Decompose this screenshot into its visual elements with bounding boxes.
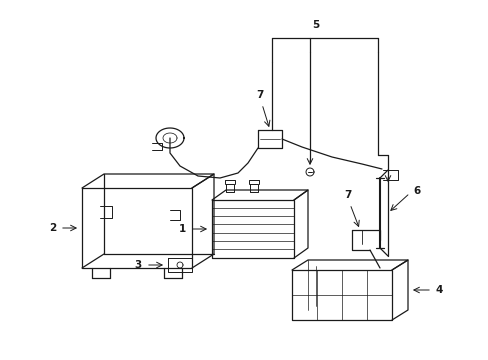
Text: 5: 5 bbox=[312, 20, 319, 30]
Text: 6: 6 bbox=[412, 186, 419, 196]
Text: 1: 1 bbox=[179, 224, 185, 234]
Text: 7: 7 bbox=[344, 190, 351, 200]
Text: 7: 7 bbox=[256, 90, 263, 100]
Text: 2: 2 bbox=[49, 223, 56, 233]
Text: 3: 3 bbox=[135, 260, 142, 270]
Text: 4: 4 bbox=[435, 285, 443, 295]
